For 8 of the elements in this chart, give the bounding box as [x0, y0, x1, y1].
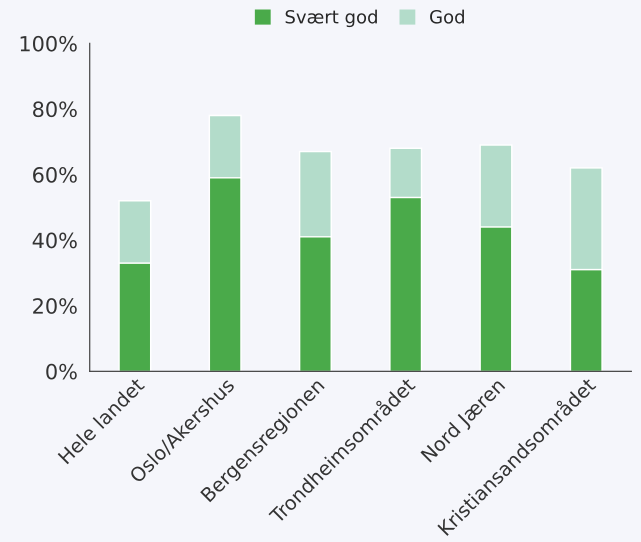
legend-label: God [430, 10, 464, 24]
y-tick-label: 40% [32, 232, 77, 248]
y-tick-label: 80% [33, 101, 77, 118]
legend-label: Svært god [286, 10, 377, 28]
y-tick-label: 20% [33, 298, 77, 314]
y-tick-label: 100% [20, 36, 77, 52]
y-tick-label: 60% [33, 166, 77, 183]
y-tick-label: 0% [46, 364, 77, 380]
